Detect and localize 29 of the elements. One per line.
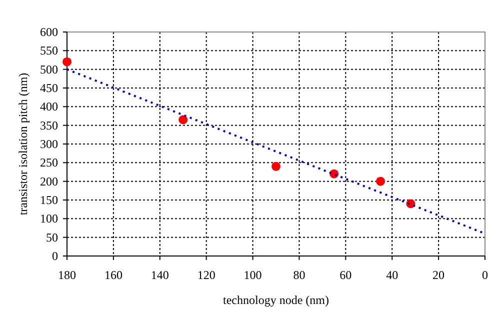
y-tick-label: 550 [40,44,58,58]
y-tick-label: 200 [40,174,58,188]
y-tick-label: 600 [40,25,58,39]
x-tick-label: 0 [482,268,488,282]
y-axis-title: transistor isolation pitch (nm) [16,72,30,216]
y-tick-label: 350 [40,118,58,132]
y-tick-label: 400 [40,100,58,114]
x-tick-label: 20 [432,268,445,282]
y-tick-label: 100 [40,212,58,226]
y-tick-label: 450 [40,81,58,95]
x-axis-title: technology node (nm) [223,293,329,307]
x-tick-label: 40 [386,268,398,282]
x-tick-label: 140 [150,268,169,282]
y-tick-label: 0 [52,249,58,263]
y-tick-label: 150 [40,193,58,207]
point [62,57,72,66]
point [376,176,385,186]
x-tick-label: 100 [244,268,262,282]
y-tick-label: 50 [46,230,58,244]
point [272,162,280,171]
x-tick-label: 160 [104,268,122,282]
point [178,115,188,124]
y-tick-label: 300 [40,137,58,151]
x-tick-label: 180 [58,268,76,282]
x-tick-label: 80 [293,268,306,282]
x-tick-label: 120 [197,268,216,282]
x-tick-label: 60 [340,268,352,282]
y-tick-label: 500 [40,62,58,76]
y-tick-label: 250 [40,156,58,170]
